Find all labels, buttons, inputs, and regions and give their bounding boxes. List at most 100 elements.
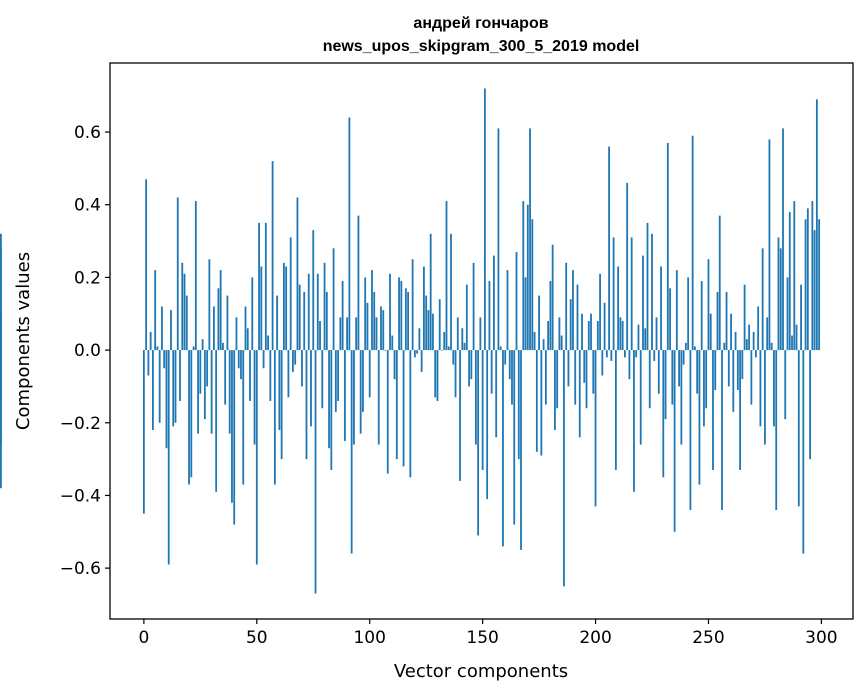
bar-component-225 — [651, 233, 653, 351]
bar-component-238 — [680, 350, 683, 445]
bar-component-81 — [325, 291, 328, 351]
bar-component-236 — [675, 270, 678, 351]
bar-component-31 — [212, 306, 215, 351]
bar-component-80 — [323, 262, 326, 351]
bar-component-230 — [662, 350, 665, 478]
bar-component-219 — [637, 324, 640, 351]
bar-component-90 — [346, 317, 349, 351]
bar-component-42 — [237, 350, 240, 369]
bar-component-62 — [282, 262, 285, 351]
bar-component-12 — [170, 310, 172, 351]
bar-component-22 — [192, 346, 195, 351]
x-tick-label: 0 — [138, 628, 149, 648]
bar-component-122 — [418, 328, 421, 351]
bar-component-129 — [434, 350, 437, 398]
bar-component-45 — [244, 306, 247, 351]
bar-component-151 — [483, 88, 486, 351]
bar-component-138 — [454, 350, 457, 398]
bar-component-undefined — [0, 233, 2, 351]
chart-subtitle: news_upos_skipgram_300_5_2019 model — [323, 38, 640, 55]
bar-component-174 — [535, 350, 538, 452]
bar-component-1 — [145, 179, 148, 351]
bar-component-95 — [357, 215, 360, 351]
bar-component-21 — [190, 350, 193, 478]
bar-component-88 — [341, 281, 344, 351]
bar-component-87 — [339, 317, 342, 351]
bar-component-247 — [700, 281, 703, 351]
bar-component-253 — [714, 350, 717, 391]
bar-component-289 — [795, 324, 798, 351]
bar-component-70 — [301, 350, 303, 387]
bar-component-157 — [497, 128, 500, 351]
x-tick-label: 100 — [353, 628, 385, 648]
bar-component-47 — [249, 350, 251, 401]
bar-component-209 — [614, 350, 617, 470]
bar-component-229 — [660, 266, 662, 351]
bar-component-51 — [258, 222, 260, 351]
bar-component-201 — [596, 321, 599, 351]
bar-component-198 — [590, 313, 592, 351]
bar-component-239 — [682, 350, 685, 365]
bar-component-147 — [474, 350, 477, 445]
bar-component-215 — [628, 350, 631, 380]
bar-component-58 — [273, 350, 276, 485]
bar-component-193 — [578, 350, 581, 438]
bar-component-189 — [569, 299, 572, 351]
bar-component-218 — [635, 350, 638, 358]
bar-component-214 — [626, 182, 629, 351]
bar-component-134 — [445, 201, 448, 351]
bar-component-183 — [556, 350, 559, 409]
bar-component-43 — [240, 350, 242, 380]
bar-component-165 — [515, 251, 518, 351]
bar-component-124 — [423, 266, 425, 351]
bar-component-284 — [784, 350, 787, 420]
bar-component-66 — [292, 350, 294, 372]
bar-component-102 — [373, 291, 376, 351]
chart-title: андрей гончаров — [413, 15, 548, 32]
bar-component-123 — [420, 350, 423, 372]
bar-component-294 — [806, 208, 809, 351]
bar-component-241 — [687, 277, 690, 351]
bar-component-264 — [739, 350, 741, 470]
bar-component-187 — [565, 262, 568, 351]
bar-component-166 — [517, 350, 520, 460]
x-tick-label: 50 — [246, 628, 268, 648]
bars — [0, 88, 821, 594]
bar-component-298 — [815, 99, 818, 351]
bar-component-141 — [461, 328, 464, 351]
bar-component-131 — [438, 299, 441, 351]
bar-component-29 — [208, 259, 211, 351]
y-tick-label: −0.4 — [60, 486, 101, 506]
bar-component-273 — [759, 350, 762, 427]
bar-component-53 — [262, 350, 265, 369]
bar-component-116 — [404, 288, 407, 351]
bar-component-38 — [228, 350, 231, 434]
bar-component-158 — [499, 346, 502, 351]
bar-component-274 — [761, 248, 764, 351]
bar-component-64 — [287, 350, 290, 398]
bar-component-172 — [531, 219, 534, 351]
bar-component-228 — [657, 350, 660, 394]
bar-component-9 — [163, 350, 166, 369]
bar-component-144 — [468, 350, 470, 387]
bar-component-286 — [788, 211, 791, 351]
bar-component-93 — [353, 350, 355, 445]
bar-component-112 — [395, 350, 398, 460]
bar-component-83 — [330, 350, 333, 470]
bar-component-266 — [743, 284, 746, 351]
bar-component-263 — [736, 350, 739, 391]
bar-component-26 — [201, 339, 204, 351]
bar-component-248 — [703, 350, 705, 427]
bar-component-136 — [450, 233, 452, 351]
bar-component-192 — [576, 284, 579, 351]
y-tick-label: −0.2 — [60, 414, 101, 434]
bar-component-265 — [741, 350, 744, 380]
bar-component-39 — [231, 350, 233, 503]
bar-component-118 — [409, 350, 412, 478]
bar-component-270 — [752, 331, 755, 351]
bar-component-261 — [732, 350, 735, 412]
bar-component-155 — [493, 255, 495, 351]
bar-component-96 — [359, 350, 362, 434]
y-tick-label: 0.0 — [74, 341, 101, 361]
